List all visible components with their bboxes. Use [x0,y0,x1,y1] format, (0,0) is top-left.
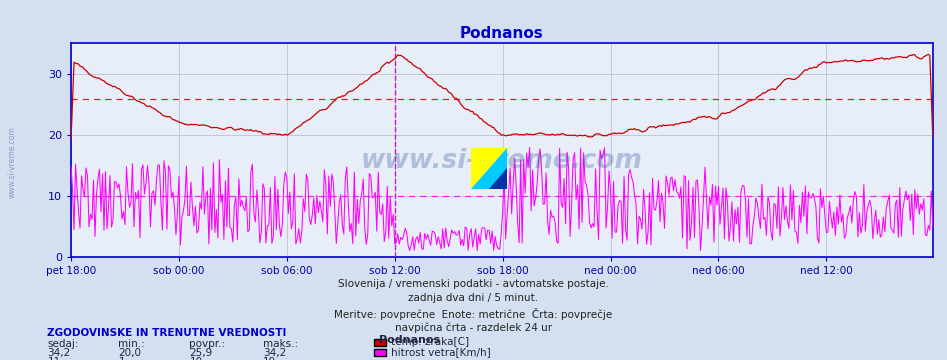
Text: ZGODOVINSKE IN TRENUTNE VREDNOSTI: ZGODOVINSKE IN TRENUTNE VREDNOSTI [47,328,287,338]
Text: maks.:: maks.: [263,339,298,349]
Text: 11: 11 [47,357,61,360]
Text: povpr.:: povpr.: [189,339,225,349]
Text: navpična črta - razdelek 24 ur: navpična črta - razdelek 24 ur [395,322,552,333]
Title: Podnanos: Podnanos [460,26,544,41]
Text: 25,9: 25,9 [189,348,213,359]
Text: 34,2: 34,2 [263,348,287,359]
Text: www.si-vreme.com: www.si-vreme.com [8,126,17,198]
Text: zadnja dva dni / 5 minut.: zadnja dva dni / 5 minut. [408,293,539,303]
Polygon shape [471,148,507,189]
Polygon shape [489,168,507,189]
Text: hitrost vetra[Km/h]: hitrost vetra[Km/h] [391,347,491,357]
Text: 19: 19 [263,357,277,360]
Text: Meritve: povprečne  Enote: metrične  Črta: povprečje: Meritve: povprečne Enote: metrične Črta:… [334,308,613,320]
Text: www.si-vreme.com: www.si-vreme.com [361,148,643,174]
Text: Slovenija / vremenski podatki - avtomatske postaje.: Slovenija / vremenski podatki - avtomats… [338,279,609,289]
Text: 34,2: 34,2 [47,348,71,359]
Polygon shape [471,148,507,189]
Text: 20,0: 20,0 [118,348,141,359]
Text: min.:: min.: [118,339,145,349]
Text: sedaj:: sedaj: [47,339,79,349]
Text: Podnanos: Podnanos [379,335,440,345]
Text: temp. zraka[C]: temp. zraka[C] [391,337,469,347]
Text: 10: 10 [189,357,203,360]
Text: 1: 1 [118,357,125,360]
